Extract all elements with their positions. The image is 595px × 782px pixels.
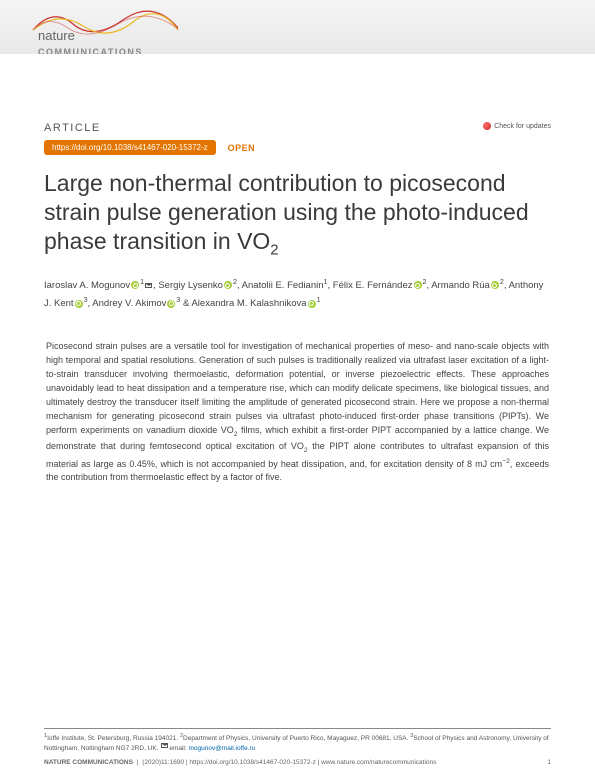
brand-sub: COMMUNICATIONS [38, 47, 143, 54]
journal-name: NATURE COMMUNICATIONS [44, 759, 133, 766]
doi-link[interactable]: https://doi.org/10.1038/s41467-020-15372… [44, 140, 216, 155]
affiliations: 1Ioffe Institute, St. Petersburg, Russia… [44, 728, 551, 754]
article-content: ARTICLE https://doi.org/10.1038/s41467-0… [0, 54, 595, 485]
abstract-text: Picosecond strain pulses are a versatile… [44, 340, 551, 485]
doi-row: https://doi.org/10.1038/s41467-020-15372… [44, 140, 551, 155]
journal-citation: (2020)11:1690 | https://doi.org/10.1038/… [142, 759, 436, 766]
brand-name: nature [38, 28, 75, 43]
mail-icon [145, 283, 152, 288]
check-updates-label: Check for updates [494, 123, 551, 130]
journal-brand: nature COMMUNICATIONS [38, 28, 143, 54]
crossmark-icon [483, 122, 491, 130]
email-link[interactable]: mogunov@mail.ioffe.ru [188, 745, 255, 752]
page-footer: 1Ioffe Institute, St. Petersburg, Russia… [44, 728, 551, 767]
journal-footer-line: NATURE COMMUNICATIONS | (2020)11:1690 | … [44, 759, 551, 766]
check-updates-badge[interactable]: Check for updates [483, 122, 551, 130]
open-access-label: OPEN [228, 143, 256, 153]
article-type-label: ARTICLE [44, 122, 551, 134]
mail-icon [161, 743, 168, 748]
article-title: Large non-thermal contribution to picose… [44, 169, 551, 260]
journal-header: nature COMMUNICATIONS [0, 0, 595, 54]
page-number: 1 [547, 759, 551, 766]
author-list: Iaroslav A. Mogunov1, Sergiy Lysenko2, A… [44, 276, 551, 313]
